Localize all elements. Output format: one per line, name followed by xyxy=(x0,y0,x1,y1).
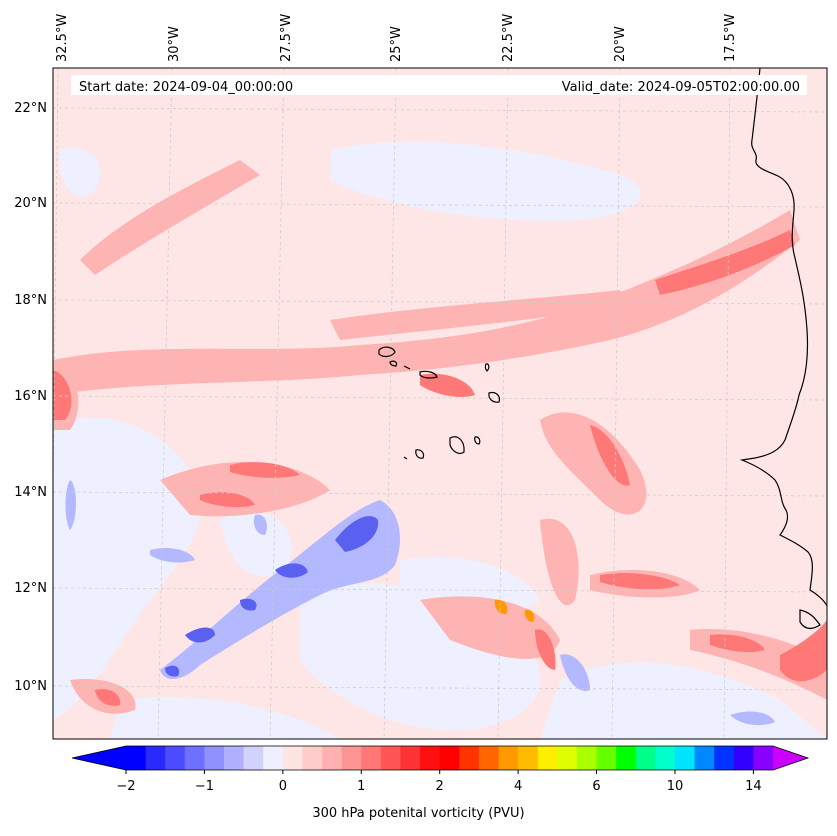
colorbar-ticks: −2 −1 0 1 2 4 6 10 14 xyxy=(116,770,762,794)
colorbar-segment xyxy=(733,746,754,770)
longitude-labels: 32.5°W 30°W 27.5°W 25°W 22.5°W 20°W 17.5… xyxy=(55,14,738,62)
lon-label: 17.5°W xyxy=(723,14,738,62)
colorbar-under-arrow xyxy=(72,746,126,770)
colorbar-segment xyxy=(714,746,735,770)
start-date-text: Start date: 2024-09-04_00:00:00 xyxy=(79,80,293,95)
colorbar-segment xyxy=(576,746,597,770)
colorbar-segment xyxy=(635,746,656,770)
colorbar-tick-label: 10 xyxy=(667,779,684,794)
lat-label: 18°N xyxy=(14,293,47,308)
colorbar-segment xyxy=(243,746,264,770)
colorbar-tick-label: 14 xyxy=(745,779,762,794)
pv-negative-strong-regions xyxy=(165,516,379,677)
colorbar-segment xyxy=(498,746,519,770)
colorbar-segment xyxy=(557,746,578,770)
colorbar-segment xyxy=(616,746,637,770)
colorbar-over-arrow xyxy=(773,746,808,770)
map-frame xyxy=(52,67,828,740)
lon-label: 32.5°W xyxy=(55,14,70,62)
colorbar-segment xyxy=(596,746,617,770)
pv-orange-regions xyxy=(494,599,535,622)
colorbar-segment xyxy=(537,746,558,770)
map-canvas xyxy=(53,68,827,739)
lat-label: 10°N xyxy=(14,679,47,694)
latitude-labels: 22°N 20°N 18°N 16°N 14°N 12°N 10°N xyxy=(14,101,47,694)
colorbar-label: 300 hPa potenital vorticity (PVU) xyxy=(312,806,525,821)
colorbar-segment xyxy=(302,746,323,770)
lon-label: 30°W xyxy=(167,26,182,62)
colorbar-tick-label: 6 xyxy=(592,779,600,794)
cape-verde-islands xyxy=(378,346,501,460)
lon-label: 22.5°W xyxy=(501,14,516,62)
colorbar-segment xyxy=(126,746,147,770)
colorbar-segment xyxy=(224,746,245,770)
lon-label: 27.5°W xyxy=(279,14,294,62)
valid-date-text: Valid_date: 2024-09-05T02:00:00.00 xyxy=(562,80,800,95)
pv-positive-mid-regions xyxy=(53,160,827,714)
colorbar-segment xyxy=(361,746,382,770)
colorbar-segment xyxy=(655,746,676,770)
lat-label: 22°N xyxy=(14,101,47,116)
african-coastline xyxy=(739,68,827,629)
graticule xyxy=(53,68,827,739)
colorbar-segment xyxy=(282,746,303,770)
colorbar-segment xyxy=(694,746,715,770)
colorbar-segment xyxy=(518,746,539,770)
colorbar-segment xyxy=(400,746,421,770)
colorbar-segment xyxy=(420,746,441,770)
colorbar-tick-label: 0 xyxy=(279,779,287,794)
colorbar-segment xyxy=(184,746,205,770)
lon-label: 25°W xyxy=(389,26,404,62)
colorbar-segment xyxy=(674,746,695,770)
colorbar-segment xyxy=(204,746,225,770)
colorbar-segment xyxy=(478,746,499,770)
colorbar-tick-label: −1 xyxy=(195,779,214,794)
colorbar-tick-label: 4 xyxy=(514,779,522,794)
lon-label: 20°W xyxy=(613,26,628,62)
colorbar-tick-label: 2 xyxy=(436,779,444,794)
colorbar-segment xyxy=(459,746,480,770)
colorbar-segment xyxy=(341,746,362,770)
colorbar-segment xyxy=(263,746,284,770)
lat-label: 20°N xyxy=(14,196,47,211)
colorbar-segment xyxy=(322,746,343,770)
lat-label: 16°N xyxy=(14,389,47,404)
colorbar-tick-label: −2 xyxy=(116,779,135,794)
lat-label: 12°N xyxy=(14,581,47,596)
info-box xyxy=(71,75,807,95)
colorbar-segment xyxy=(145,746,166,770)
pv-positive-strong-regions xyxy=(53,230,827,706)
colorbar-segment xyxy=(439,746,460,770)
colorbar-segment xyxy=(380,746,401,770)
lat-label: 14°N xyxy=(14,485,47,500)
colorbar-segment xyxy=(753,746,774,770)
colorbar xyxy=(71,745,810,771)
colorbar-segment xyxy=(165,746,186,770)
colorbar-tick-label: 1 xyxy=(357,779,365,794)
